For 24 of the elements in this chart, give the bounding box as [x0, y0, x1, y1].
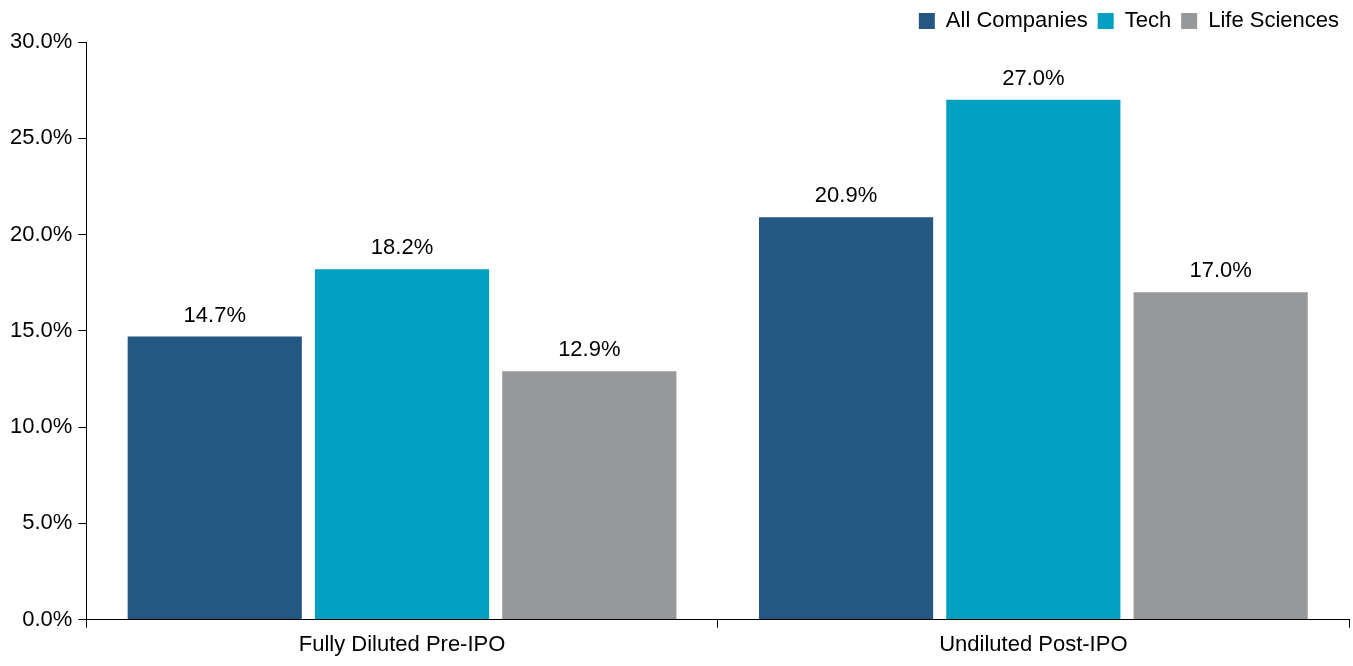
bar: [502, 371, 677, 620]
x-tick-label: Fully Diluted Pre-IPO: [298, 630, 506, 656]
y-tick-label: 15.0%: [9, 316, 73, 342]
x-tick-label: Undiluted Post-IPO: [939, 630, 1128, 656]
bar: [1133, 292, 1308, 620]
data-label: 17.0%: [1189, 257, 1252, 283]
data-label: 27.0%: [1002, 64, 1065, 90]
bar: [127, 336, 302, 620]
y-tick-label: 0.0%: [22, 605, 73, 631]
y-tick-label: 30.0%: [9, 28, 73, 54]
y-tick-label: 20.0%: [9, 220, 73, 246]
data-label: 20.9%: [814, 182, 878, 208]
data-label: 14.7%: [183, 301, 246, 327]
bar: [314, 269, 490, 620]
y-tick-label: 25.0%: [9, 124, 73, 150]
legend-label: All Companies: [945, 7, 1088, 33]
legend-label: Tech: [1124, 7, 1172, 33]
bar: [758, 217, 934, 620]
data-label: 12.9%: [558, 336, 621, 362]
data-label: 18.2%: [370, 234, 434, 260]
y-tick-label: 10.0%: [9, 413, 73, 439]
legend-label: Life Sciences: [1208, 7, 1340, 33]
y-tick-label: 5.0%: [22, 509, 73, 535]
bar: [946, 99, 1121, 620]
